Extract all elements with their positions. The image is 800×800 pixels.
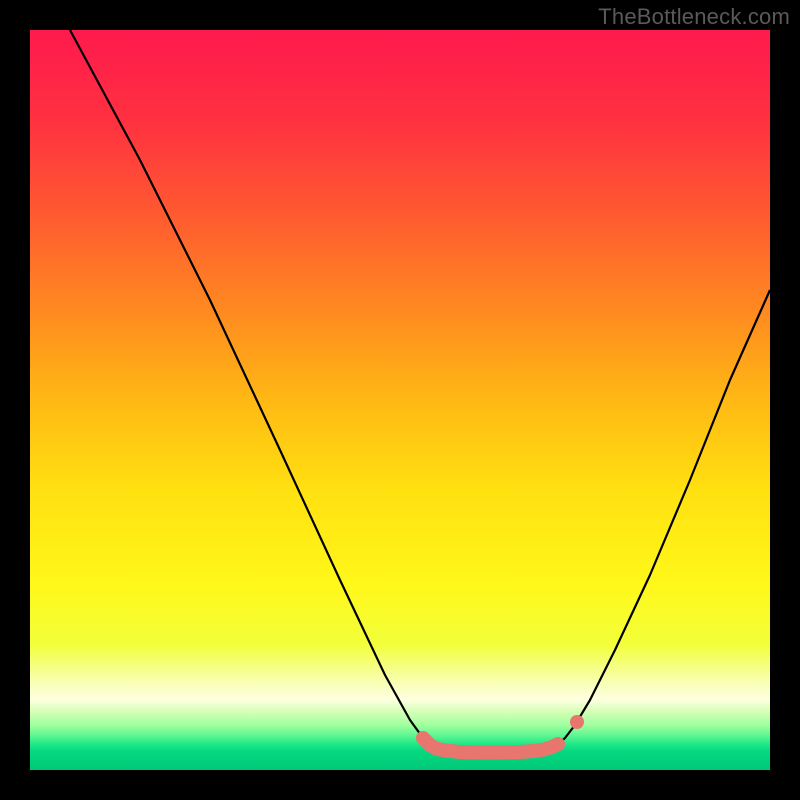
marker-dot: [570, 715, 584, 729]
watermark-label: TheBottleneck.com: [598, 4, 790, 30]
chart-container: TheBottleneck.com: [0, 0, 800, 800]
gradient-panel: [30, 30, 770, 770]
bottleneck-chart: [0, 0, 800, 800]
